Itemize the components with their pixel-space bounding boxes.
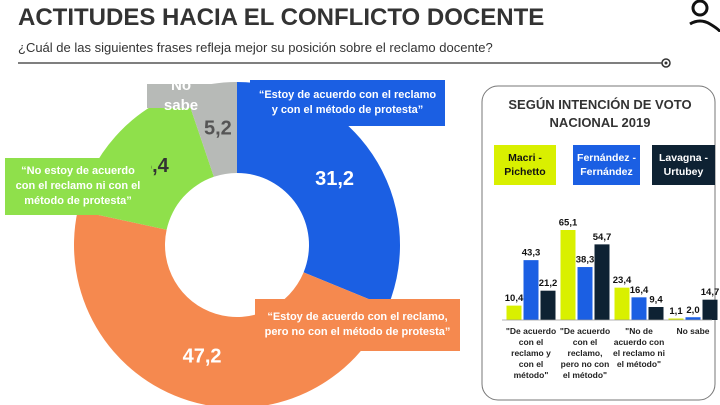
logo <box>689 0 720 33</box>
bar <box>577 267 593 320</box>
value-label: 14,7 <box>701 287 720 298</box>
bar <box>702 299 718 320</box>
rule-end <box>661 58 671 68</box>
value-label: 2,0 <box>686 305 699 316</box>
callout: “No estoy de acuerdo con el reclamo ni c… <box>5 158 151 215</box>
callout: “Estoy de acuerdo con el reclamo, pero n… <box>255 299 460 351</box>
x-tick-label: "No de acuerdo con el reclamo ni el méto… <box>613 326 665 370</box>
bar <box>668 318 684 320</box>
value-label: 9,4 <box>649 295 663 306</box>
x-tick-label: No sabe <box>676 326 710 336</box>
panel-title: SEGÚN INTENCIÓN DE VOTO NACIONAL 2019 <box>508 97 692 130</box>
bar <box>560 230 576 320</box>
donut-segment <box>74 210 388 405</box>
bar <box>523 260 539 320</box>
value-label: 5,2 <box>204 117 232 139</box>
value-label: 21,2 <box>539 278 558 289</box>
bar <box>540 290 556 320</box>
bar <box>506 305 522 320</box>
callout: No sabe <box>147 77 215 114</box>
bar <box>685 317 701 320</box>
value-label: 65,1 <box>559 218 578 229</box>
value-label: 31,2 <box>315 168 354 190</box>
value-label: 54,7 <box>593 232 612 243</box>
panel-frame <box>481 85 716 401</box>
bar <box>648 307 664 320</box>
value-label: 16,4 <box>630 285 649 296</box>
value-label: 43,3 <box>522 248 541 259</box>
legend-entry: Fernández - Fernández <box>573 145 640 185</box>
bar <box>631 297 647 320</box>
x-tick-label: "De acuerdo con el reclamo, pero no con … <box>559 326 611 381</box>
chart-title: ACTITUDES HACIA EL CONFLICTO DOCENTE <box>18 4 545 31</box>
legend-entry: Macri - Pichetto <box>494 145 556 185</box>
donut-segment <box>237 82 400 307</box>
value-label: 47,2 <box>183 345 222 367</box>
bar <box>594 244 610 320</box>
value-label: 38,3 <box>576 255 595 266</box>
value-label: 10,4 <box>505 293 524 304</box>
x-tick-label: "De acuerdo con el reclamo y con el méto… <box>505 326 557 381</box>
value-label: 23,4 <box>613 275 632 286</box>
rule-end-dot <box>664 61 668 65</box>
value-label: 1,1 <box>669 306 683 317</box>
chart-subtitle: ¿Cuál de las siguientes frases refleja m… <box>18 40 493 55</box>
callout: “Estoy de acuerdo con el reclamo y con e… <box>250 80 445 126</box>
legend-entry: Lavagna - Urtubey <box>652 145 715 185</box>
bar <box>614 287 630 320</box>
